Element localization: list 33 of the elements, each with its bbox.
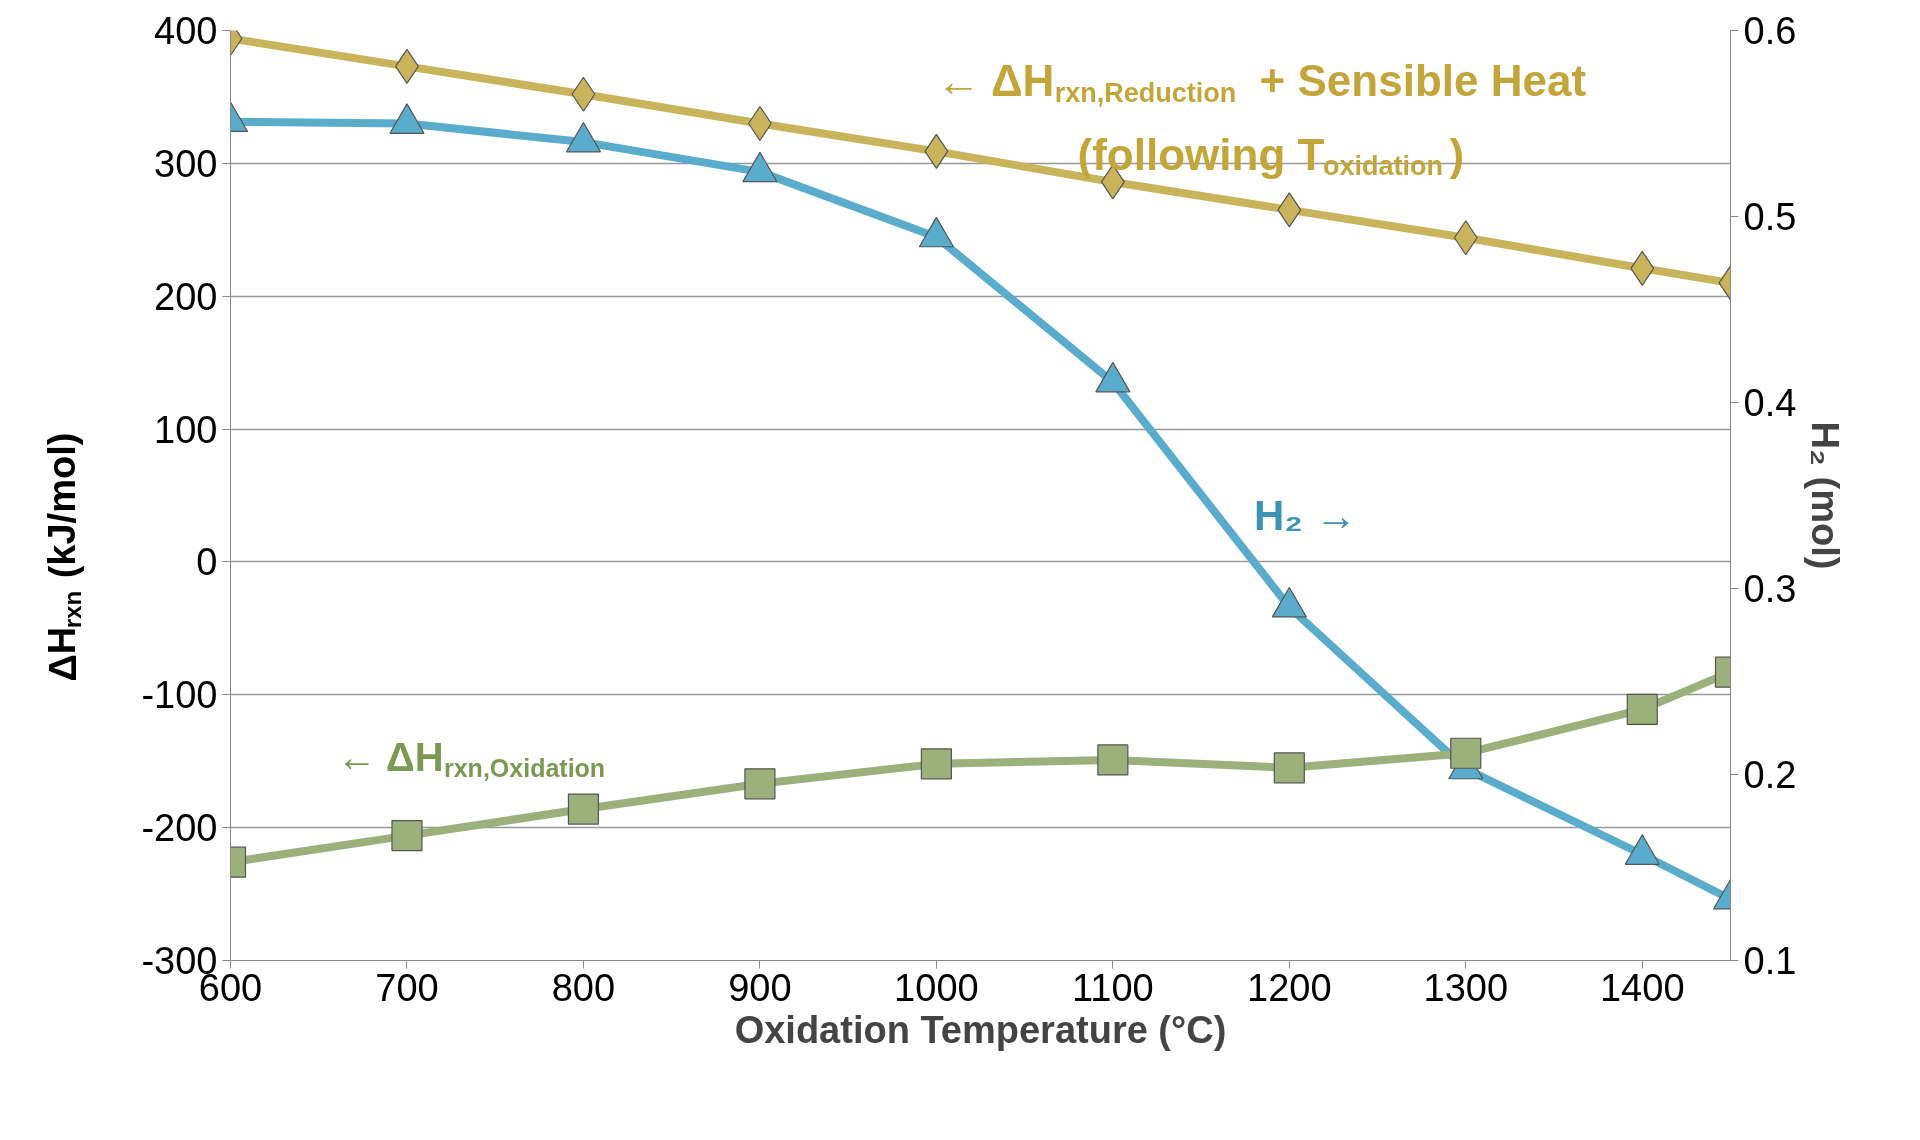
x-tick-label: 1300 xyxy=(1423,966,1509,1009)
y2-tick-label: 0.1 xyxy=(1743,940,1797,982)
x-tick-label: 900 xyxy=(728,966,792,1009)
point xyxy=(567,793,600,825)
y-tick-label: 0 xyxy=(196,541,218,584)
x-tick-label: 800 xyxy=(551,966,616,1009)
y-tick-label: 300 xyxy=(154,142,218,185)
y-tick-label: -200 xyxy=(141,807,218,850)
y2-tick-label: 0.4 xyxy=(1743,382,1797,424)
x-tick-label: 1400 xyxy=(1600,966,1685,1009)
y-tick-label: 200 xyxy=(154,275,218,318)
x-axis-title: Oxidation Temperature (°C) xyxy=(734,1008,1227,1051)
x-tick-label: 1200 xyxy=(1247,966,1332,1009)
y-axis-title: ΔHrxn (kJ/mol) xyxy=(41,432,86,682)
point xyxy=(1626,693,1658,725)
point xyxy=(920,748,952,780)
x-tick-label: 1000 xyxy=(894,966,979,1009)
point xyxy=(1450,737,1482,769)
x-tick-label: 1100 xyxy=(1072,966,1154,1009)
point xyxy=(1273,752,1305,784)
y2-axis-title: H₂ (mol) xyxy=(1804,421,1847,570)
point xyxy=(391,820,423,852)
y2-tick-label: 0.3 xyxy=(1743,568,1797,610)
y-tick-label: 100 xyxy=(154,408,218,451)
series-label: H₂ → xyxy=(1254,491,1357,539)
point xyxy=(744,768,776,800)
y2-tick-label: 0.5 xyxy=(1743,196,1797,238)
y2-tick-label: 0.6 xyxy=(1743,10,1797,52)
y2-tick-label: 0.2 xyxy=(1743,754,1797,796)
y-tick-label: 400 xyxy=(154,10,218,52)
point xyxy=(1097,744,1129,776)
x-tick-label: 700 xyxy=(375,966,439,1009)
y-tick-label: -100 xyxy=(141,674,218,717)
